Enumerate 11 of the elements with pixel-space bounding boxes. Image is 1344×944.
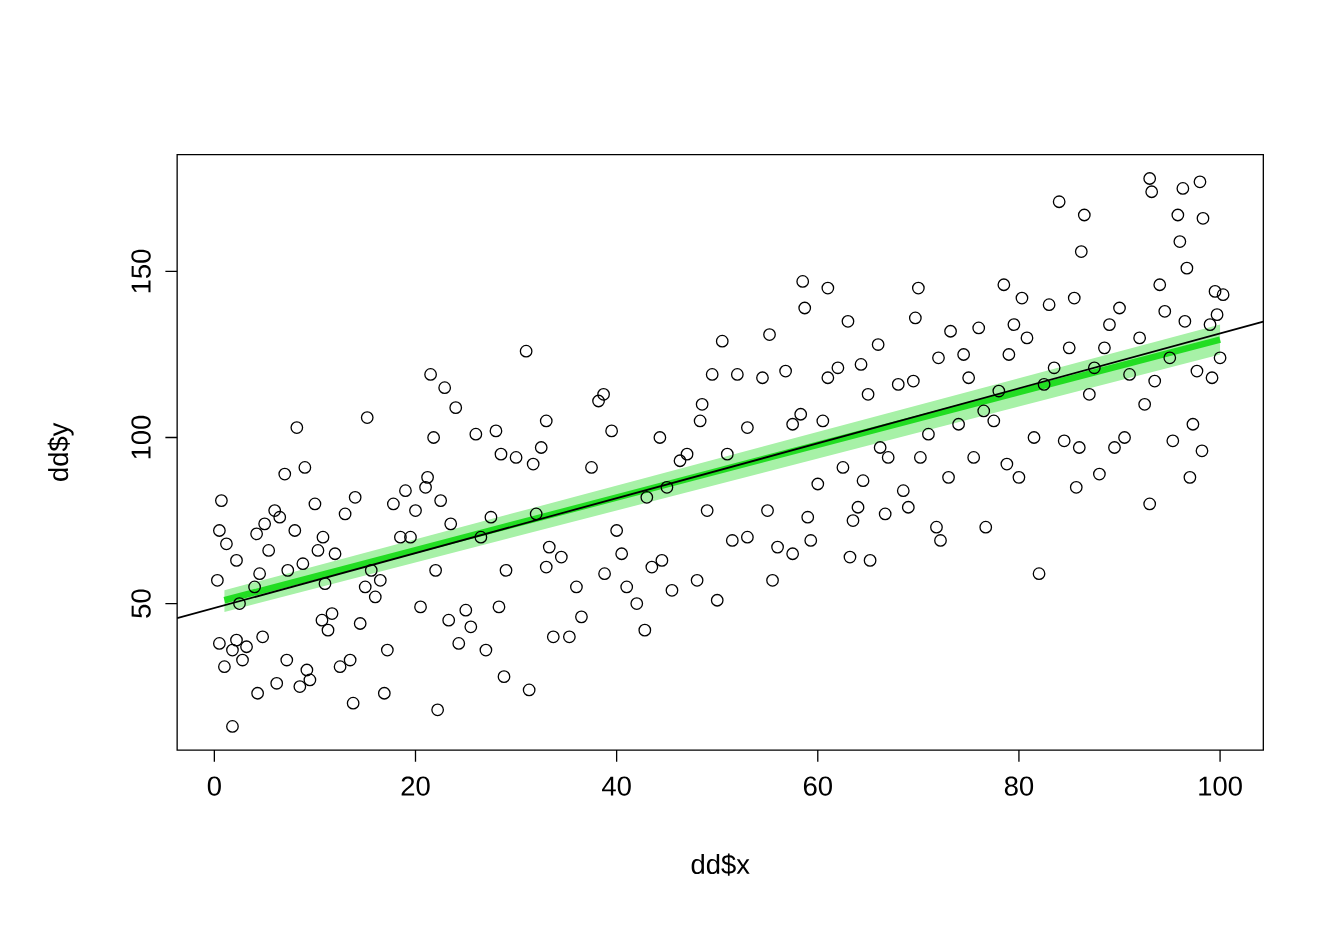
x-tick-label: 20 xyxy=(401,776,430,796)
y-tick-label: 100 xyxy=(131,415,151,459)
x-tick-label: 0 xyxy=(207,776,221,796)
x-axis-title: dd$x xyxy=(691,853,750,876)
y-axis-title: dd$y xyxy=(47,422,74,482)
x-tick-label: 60 xyxy=(803,776,832,796)
y-tick-label: 150 xyxy=(131,249,151,293)
x-tick-label: 100 xyxy=(1199,776,1242,796)
x-tick-label: 80 xyxy=(1004,776,1034,796)
x-tick-label: 40 xyxy=(602,776,631,796)
y-tick-label: 50 xyxy=(131,589,151,618)
